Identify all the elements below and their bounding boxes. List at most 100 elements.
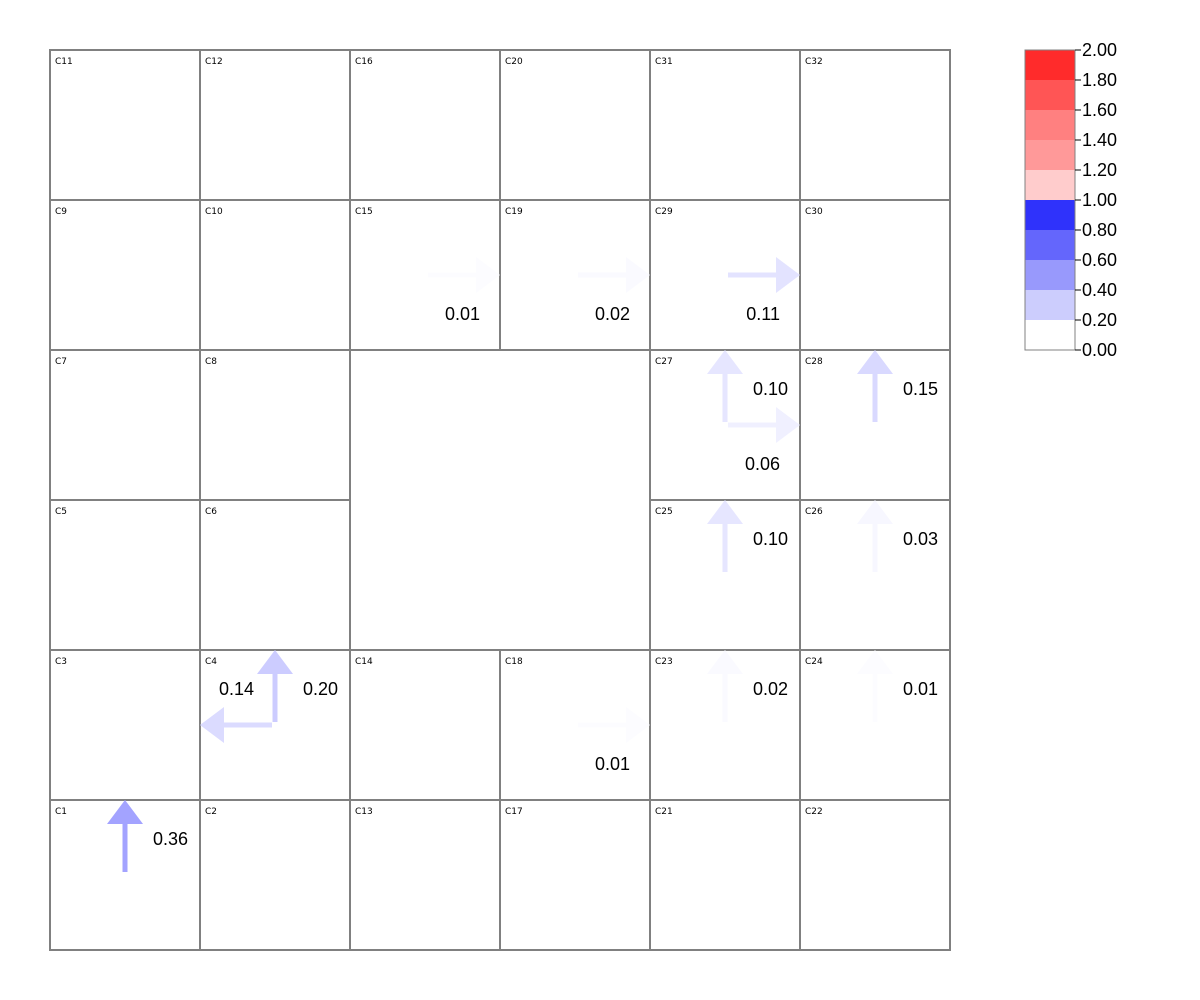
cell-label: C23 (655, 657, 673, 667)
cell-label: C13 (355, 807, 373, 817)
flow-value-label: 0.01 (445, 304, 480, 324)
cell-box (649, 799, 801, 951)
cell-label: C27 (655, 357, 673, 367)
cell-label: C8 (205, 357, 217, 367)
cell-label: C30 (805, 207, 823, 217)
flow-c1-up: 0.36 (107, 800, 188, 872)
cell-box (649, 49, 801, 201)
cell-box (799, 799, 951, 951)
cell-box (199, 199, 351, 351)
cell-label: C28 (805, 357, 823, 367)
cell-box (349, 49, 501, 201)
cell-c22: C22 (799, 799, 951, 951)
cell-c6: C6 (199, 499, 351, 651)
cell-label: C10 (205, 207, 223, 217)
flow-arrow-right-icon (428, 257, 500, 293)
flow-arrow-left-icon (200, 707, 272, 743)
flow-c29-right: 0.11 (728, 257, 800, 324)
cell-c13: C13 (349, 799, 501, 951)
flow-value-label: 0.14 (219, 679, 254, 699)
cell-label: C21 (655, 807, 673, 817)
cell-box (199, 499, 351, 651)
flow-arrow-up-icon (857, 500, 893, 572)
cell-c5: C5 (49, 499, 201, 651)
flows-layer: 0.01 0.02 0.11 0.10 0.06 0.15 0.10 0.03 0.20 0.14… (107, 257, 938, 872)
cell-c9: C9 (49, 199, 201, 351)
legend-tick-label: 0.60 (1082, 250, 1117, 270)
flow-arrow-up-icon (857, 350, 893, 422)
cell-label: C18 (505, 657, 523, 667)
flow-arrow-up-icon (257, 650, 293, 722)
legend-swatch (1025, 230, 1075, 260)
cell-empty-block (349, 349, 651, 651)
cell-label: C6 (205, 507, 217, 517)
flow-c15-right: 0.01 (428, 257, 500, 324)
cells-layer: C11 C12 C16 C20 C31 C32 C9 C10 C15 C19 C29 C30 C7 C8 C… (49, 49, 951, 951)
cell-label: C15 (355, 207, 373, 217)
legend-tick-label: 0.00 (1082, 340, 1117, 360)
flow-value-label: 0.36 (153, 829, 188, 849)
cell-label: C12 (205, 57, 223, 67)
legend-swatch (1025, 170, 1075, 200)
cell-c17: C17 (499, 799, 651, 951)
flow-c4-left: 0.14 (200, 679, 272, 743)
cell-c2: C2 (199, 799, 351, 951)
flow-arrow-up-icon (707, 650, 743, 722)
cell-label: C19 (505, 207, 523, 217)
legend-tick-label: 1.20 (1082, 160, 1117, 180)
cell-c11: C11 (49, 49, 201, 201)
legend-swatch (1025, 140, 1075, 170)
legend-swatch (1025, 110, 1075, 140)
cell-box (199, 799, 351, 951)
flow-value-label: 0.02 (753, 679, 788, 699)
flow-arrow-right-icon (578, 257, 650, 293)
legend-swatch (1025, 290, 1075, 320)
cell-label: C11 (55, 57, 73, 67)
flow-value-label: 0.03 (903, 529, 938, 549)
flow-c28-up: 0.15 (857, 350, 938, 422)
flow-c19-right: 0.02 (578, 257, 650, 324)
flow-value-label: 0.01 (903, 679, 938, 699)
cell-box (49, 499, 201, 651)
legend-swatch (1025, 200, 1075, 230)
flow-arrow-up-icon (107, 800, 143, 872)
cell-label: C26 (805, 507, 823, 517)
cell-label: C31 (655, 57, 673, 67)
cell-label: C2 (205, 807, 217, 817)
legend-swatch (1025, 80, 1075, 110)
cell-label: C9 (55, 207, 67, 217)
cell-box (349, 799, 501, 951)
cell-label: C25 (655, 507, 673, 517)
cell-c16: C16 (349, 49, 501, 201)
cell-box (199, 49, 351, 201)
legend-tick-label: 1.00 (1082, 190, 1117, 210)
legend-swatch (1025, 50, 1075, 80)
legend-tick-label: 1.60 (1082, 100, 1117, 120)
legend-tick-label: 0.20 (1082, 310, 1117, 330)
flow-c23-up: 0.02 (707, 650, 788, 722)
cell-box (499, 799, 651, 951)
cell-c14: C14 (349, 649, 501, 801)
cell-label: C20 (505, 57, 523, 67)
flow-arrow-up-icon (857, 650, 893, 722)
flow-arrow-right-icon (728, 407, 800, 443)
cell-label: C24 (805, 657, 823, 667)
cell-c8: C8 (199, 349, 351, 501)
cell-label: C3 (55, 657, 67, 667)
flow-arrow-up-icon (707, 350, 743, 422)
cell-box (199, 349, 351, 501)
flow-value-label: 0.01 (595, 754, 630, 774)
legend-swatch (1025, 320, 1075, 350)
flow-c27-right: 0.06 (728, 407, 800, 474)
cell-c31: C31 (649, 49, 801, 201)
cell-label: C14 (355, 657, 373, 667)
flow-arrow-right-icon (728, 257, 800, 293)
cell-label: C32 (805, 57, 823, 67)
cell-box (799, 199, 951, 351)
cell-c21: C21 (649, 799, 801, 951)
cell-box (799, 49, 951, 201)
flow-c25-up: 0.10 (707, 500, 788, 572)
cell-c7: C7 (49, 349, 201, 501)
flow-c4-up: 0.20 (257, 650, 338, 722)
cell-c32: C32 (799, 49, 951, 201)
